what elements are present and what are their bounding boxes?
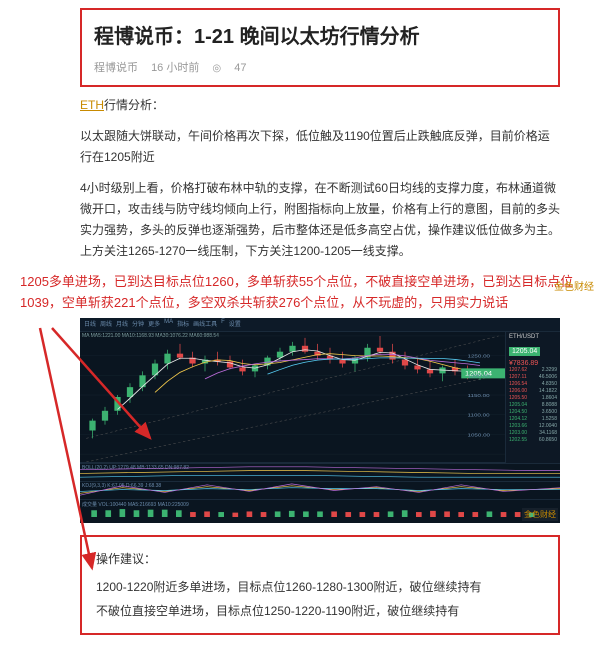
chart-tab[interactable]: MA [164,319,173,330]
publish-time: 16 小时前 [151,62,199,74]
orderbook-row: 1205.048.8088 [509,402,557,409]
chart-svg: 1205.041050.001100.001150.001200.001250.… [80,332,505,462]
chart-tab[interactable]: 分钟 [132,319,144,330]
orderbook-panel: ETH/USDT 1205.04 ¥7836.89 1207.622.32991… [505,332,560,463]
orderbook-row: 1206.544.8350 [509,381,557,388]
chart-tab[interactable]: F [221,319,225,330]
indicator-boll: BOLL(20,2) UP:1279.48 MB:1133.65 DN:987.… [80,463,560,481]
svg-text:1050.00: 1050.00 [468,432,491,437]
chart-toolbar: 日线周线月线分钟更多 MA 指标画线工具 F 设置 [80,318,560,332]
advice-line-1: 1200-1220附近多单进场，目标点位1260-1280-1300附近，破位继… [96,575,544,599]
orderbook-row: 1204.503.6500 [509,409,557,416]
indicator-volume: 成交量 VOL:100440 MA5:216693 MA10:225009 [80,499,560,517]
chart-tab[interactable]: 设置 [229,319,241,330]
eth-suffix: 行情分析： [104,98,164,112]
price-cny: ¥7836.89 [509,360,557,367]
advice-line-2: 不破位直接空单进场，目标点位1250-1220-1190附近，破位继续持有 [96,599,544,623]
svg-text:1100.00: 1100.00 [468,413,490,418]
paragraph-1: 以太跟随大饼联动，午间价格再次下探，低位触及1190位置后止跌触底反弹，目前价格… [80,126,560,168]
last-price-badge: 1205.04 [509,347,540,356]
orderbook-row: 1207.1146.5006 [509,374,557,381]
chart-tab[interactable]: 日线 [84,319,96,330]
chart-container: 日线周线月线分钟更多 MA 指标画线工具 F 设置 MA MA5:1221.00 MA1… [80,318,560,523]
boll-svg [80,464,560,481]
svg-text:1250.00: 1250.00 [468,354,491,359]
chart-main-panel: MA MA5:1221.00 MA10:1168.93 MA30:1076.22… [80,332,505,463]
svg-text:1200.00: 1200.00 [468,373,491,378]
views-icon: ◎ [212,63,221,74]
chart-tab[interactable]: 更多 [148,319,160,330]
orderbook-row: 1202.5560.8650 [509,437,557,444]
page-watermark: 金色财经 [554,278,594,293]
orderbook-row: 1203.0034.1168 [509,430,557,437]
chart-tab[interactable]: 周线 [100,319,112,330]
indicator-kdj: KDJ(9,3,3) K:67.05 D:66.39 J:68.38 [80,481,560,499]
chart-watermark: 金色财经 [522,508,558,521]
orderbook-row: 1203.6612.0040 [509,423,557,430]
article-meta: 程博说币 16 小时前 ◎ 47 [94,59,546,75]
advice-heading: 操作建议： [96,547,544,571]
chart-tab[interactable]: 画线工具 [193,319,217,330]
orderbook-row: 1207.622.3299 [509,367,557,374]
kdj-svg [80,482,560,499]
article-title-box: 程博说币：1-21 晚间以太坊行情分析 程博说币 16 小时前 ◎ 47 [80,8,560,87]
red-annotation: 1205多单进场，已到达目标点位1260，多单斩获55个点位，不破直接空单进场，… [20,272,580,314]
article-body: ETH行情分析： 以太跟随大饼联动，午间价格再次下探，低位触及1190位置后止跌… [80,95,560,262]
vol-svg [80,500,560,517]
eth-heading: ETH行情分析： [80,95,560,116]
chart-tab[interactable]: 月线 [116,319,128,330]
author-name[interactable]: 程博说币 [94,62,138,74]
views-count: 47 [234,62,246,74]
symbol-label: ETH/USDT [509,334,557,340]
svg-text:1150.00: 1150.00 [468,393,490,398]
article-headline: 程博说币：1-21 晚间以太坊行情分析 [94,20,546,49]
advice-box: 操作建议： 1200-1220附近多单进场，目标点位1260-1280-1300… [80,535,560,635]
candlestick-chart[interactable]: 日线周线月线分钟更多 MA 指标画线工具 F 设置 MA MA5:1221.00 MA1… [80,318,560,523]
paragraph-2: 4小时级别上看，价格打破布林中轨的支撑，在不断测试60日均线的支撑力度，布林通道… [80,178,560,262]
eth-link[interactable]: ETH [80,98,104,112]
orderbook-row: 1206.0014.1822 [509,388,557,395]
orderbook-row: 1205.501.8604 [509,395,557,402]
orderbook-row: 1204.121.5258 [509,416,557,423]
chart-tab[interactable]: 指标 [177,319,189,330]
